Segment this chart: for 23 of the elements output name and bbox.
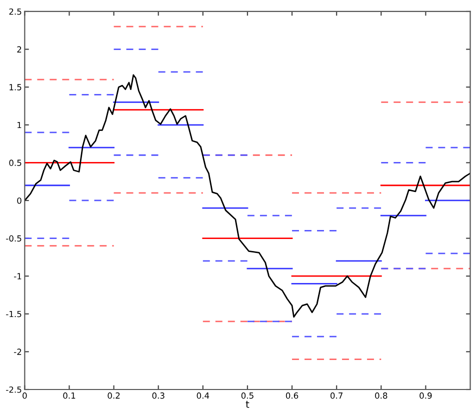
x-tick-label: 0.4 bbox=[196, 392, 210, 399]
x-tick-label: 0.2 bbox=[108, 392, 120, 399]
x-tick-label: 0.9 bbox=[420, 392, 432, 399]
y-tick-label: -1 bbox=[14, 273, 22, 280]
x-tick-label: 0.6 bbox=[286, 392, 298, 399]
x-tick-label: 0.5 bbox=[241, 392, 254, 399]
x-tick-label: 0 bbox=[22, 392, 27, 399]
line-series bbox=[24, 74, 470, 318]
x-axis-title: t bbox=[246, 400, 250, 408]
y-tick-label: 2 bbox=[17, 46, 22, 52]
y-tick-label: -2 bbox=[14, 348, 22, 355]
y-tick-label: -0.5 bbox=[6, 235, 22, 242]
y-tick-label: -2.5 bbox=[6, 386, 22, 393]
x-tick-label: 0.1 bbox=[63, 392, 76, 399]
x-tick-label: 0.7 bbox=[330, 392, 342, 399]
y-tick-label: -1.5 bbox=[6, 310, 22, 318]
x-tick-label: 0.8 bbox=[375, 392, 388, 399]
y-tick-label: 2.5 bbox=[9, 8, 22, 15]
y-tick-label: 1.5 bbox=[10, 84, 22, 90]
y-tick-label: 1 bbox=[18, 122, 22, 128]
y-tick-label: 0 bbox=[17, 197, 22, 204]
y-tick-label: 0.5 bbox=[9, 160, 22, 166]
x-tick-label: 0.3 bbox=[152, 392, 164, 399]
